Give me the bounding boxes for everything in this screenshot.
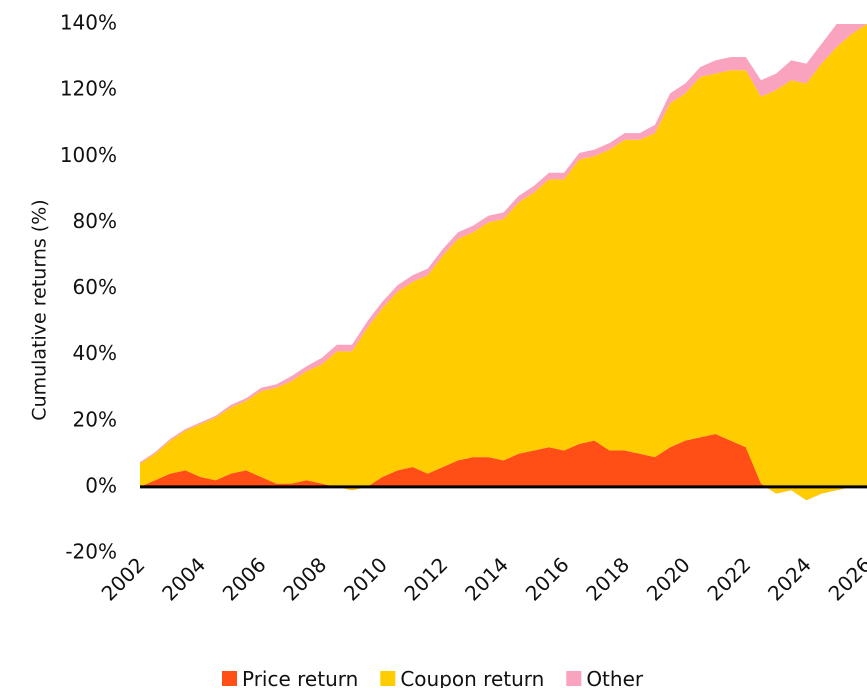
x-tick-label: 2006: [218, 553, 271, 606]
x-tick-label: 2012: [399, 553, 452, 606]
legend-label: Price return: [242, 667, 358, 688]
area: [140, 24, 867, 464]
x-tick-label: 2016: [521, 553, 574, 606]
legend-swatch: [566, 671, 582, 686]
y-tick-label: 0%: [85, 473, 117, 497]
y-tick-label: 40%: [73, 341, 117, 365]
legend-label: Coupon return: [400, 667, 544, 688]
x-tick-label: 2024: [763, 553, 816, 606]
y-tick-label: 100%: [60, 143, 117, 167]
y-tick-label: 120%: [60, 77, 117, 101]
plot-area: [140, 24, 867, 501]
x-tick-label: 2020: [642, 553, 695, 606]
legend-label: Other: [586, 667, 644, 688]
x-tick-label: 2018: [581, 553, 634, 606]
y-tick-label: 60%: [73, 275, 117, 299]
y-tick-label: -20%: [65, 540, 117, 564]
y-axis-label: Cumulative returns (%): [29, 199, 51, 420]
x-tick-label: 2004: [157, 553, 210, 606]
legend-swatch: [222, 671, 237, 686]
x-tick-label: 2008: [278, 553, 331, 606]
legend-swatch: [380, 671, 396, 686]
x-tick-label: 2026: [824, 553, 867, 606]
x-tick-label: 2010: [339, 553, 392, 606]
y-tick-label: 80%: [73, 209, 117, 233]
y-tick-label: 20%: [73, 407, 117, 431]
x-tick-label: 2014: [460, 553, 513, 606]
y-tick-label: 140%: [60, 11, 117, 35]
area: [140, 24, 867, 501]
x-tick-label: 2022: [702, 553, 755, 606]
